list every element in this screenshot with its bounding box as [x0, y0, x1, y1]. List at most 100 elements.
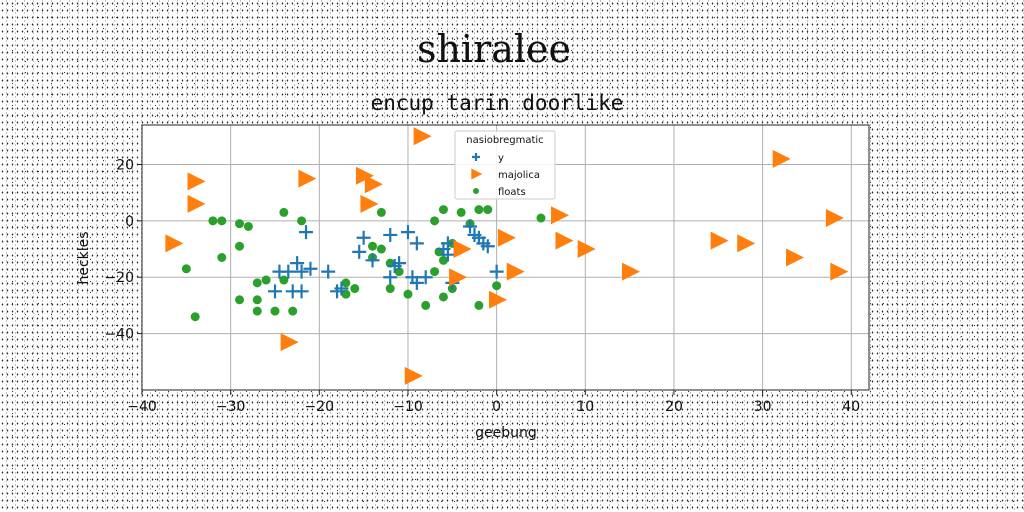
data-point — [621, 262, 640, 281]
data-point — [270, 306, 280, 316]
data-point — [217, 253, 227, 262]
data-point — [404, 366, 423, 385]
data-point — [299, 225, 314, 240]
data-point — [400, 225, 415, 240]
data-point — [365, 253, 380, 268]
data-point — [438, 292, 448, 302]
data-point — [737, 234, 756, 253]
data-point — [413, 127, 432, 146]
data-point — [418, 270, 433, 285]
data-point — [190, 312, 200, 322]
data-point — [235, 241, 245, 251]
legend-marker — [471, 168, 483, 180]
data-point — [772, 149, 791, 168]
data-point — [456, 207, 466, 217]
x-tick-label: 10 — [576, 399, 594, 415]
data-point — [409, 275, 424, 290]
data-point — [830, 262, 849, 281]
x-tick-label: −40 — [127, 399, 157, 415]
legend: nasiobregmatic y majolica floats — [454, 130, 556, 200]
data-point — [187, 194, 206, 213]
data-point — [187, 172, 206, 191]
chart-title: encup tarin doorlike — [371, 91, 624, 115]
data-point — [409, 236, 424, 251]
data-point — [356, 230, 371, 245]
legend-entry-label: floats — [498, 187, 526, 198]
x-tick-label: 40 — [842, 399, 860, 415]
data-point — [243, 221, 253, 231]
data-point — [294, 264, 309, 279]
data-point — [489, 264, 504, 279]
data-point — [364, 175, 383, 194]
data-point — [376, 207, 386, 217]
data-point — [497, 228, 516, 247]
y-axis-label: heckles — [76, 231, 92, 284]
data-point — [555, 231, 574, 250]
data-point — [440, 247, 455, 262]
data-point — [321, 264, 336, 279]
data-point — [360, 194, 379, 213]
legend-title: nasiobregmatic — [466, 135, 543, 146]
data-point — [506, 262, 525, 281]
data-point — [261, 275, 271, 285]
data-point — [217, 216, 227, 226]
data-point — [394, 267, 404, 277]
data-point — [536, 213, 546, 223]
chart-suptitle: shiralee — [417, 27, 571, 71]
x-tick-label: −10 — [393, 399, 423, 415]
data-point — [383, 270, 398, 285]
data-point — [235, 295, 245, 305]
data-point — [235, 219, 245, 229]
data-point — [392, 256, 407, 271]
x-tick-label: −30 — [216, 399, 246, 415]
data-points — [165, 127, 849, 385]
x-tick-label: −20 — [305, 399, 335, 415]
data-point — [474, 300, 484, 310]
data-point — [474, 205, 484, 215]
data-point — [488, 290, 507, 309]
data-point — [551, 206, 570, 225]
x-axis-label: geebung — [475, 425, 537, 441]
legend-marker — [472, 153, 480, 161]
data-point — [252, 306, 262, 316]
data-point — [430, 267, 440, 277]
data-point — [463, 219, 478, 234]
legend-entry-label: majolica — [498, 170, 540, 181]
y-tick-label: −40 — [104, 327, 134, 343]
data-point — [453, 240, 472, 259]
x-tick-label: 30 — [754, 399, 772, 415]
data-point — [208, 216, 218, 226]
data-point — [438, 205, 448, 215]
data-point — [252, 278, 262, 288]
legend-box — [454, 130, 556, 200]
data-point — [438, 255, 448, 265]
legend-marker — [473, 188, 479, 194]
x-tick-label: 0 — [492, 399, 501, 415]
data-point — [577, 240, 596, 259]
data-point — [710, 231, 729, 250]
y-tick-label: 0 — [125, 214, 134, 230]
data-point — [483, 205, 493, 215]
data-point — [352, 244, 367, 259]
data-point — [288, 306, 298, 316]
data-point — [290, 256, 305, 271]
data-point — [298, 169, 317, 188]
data-point — [376, 244, 386, 254]
data-point — [252, 295, 262, 305]
y-tick-label: 20 — [116, 157, 134, 173]
data-point — [785, 248, 804, 267]
x-tick-label: 20 — [665, 399, 683, 415]
data-point — [281, 264, 296, 279]
data-point — [430, 216, 440, 226]
data-point — [350, 284, 360, 294]
data-point — [383, 227, 398, 242]
data-point — [181, 264, 191, 274]
legend-entry-label: y — [498, 153, 504, 164]
data-point — [279, 207, 289, 217]
data-point — [165, 234, 184, 253]
data-point — [294, 284, 309, 299]
data-point — [279, 275, 289, 285]
data-point — [492, 281, 502, 291]
y-tick-label: −20 — [104, 270, 134, 286]
